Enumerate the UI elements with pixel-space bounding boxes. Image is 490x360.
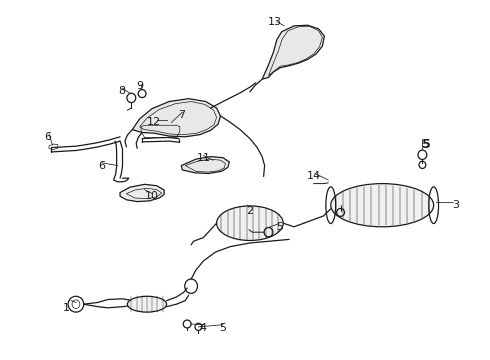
- Text: 6: 6: [45, 132, 51, 142]
- Text: 11: 11: [196, 153, 210, 163]
- Polygon shape: [120, 184, 164, 202]
- Text: 14: 14: [307, 171, 320, 181]
- Ellipse shape: [127, 296, 167, 312]
- Text: 3: 3: [452, 200, 459, 210]
- Text: 2: 2: [246, 206, 253, 216]
- Text: 1: 1: [63, 303, 70, 313]
- Text: 7: 7: [178, 110, 185, 120]
- Text: 12: 12: [147, 117, 161, 127]
- Text: 13: 13: [268, 17, 281, 27]
- Text: 5: 5: [220, 323, 226, 333]
- Text: 4: 4: [200, 323, 207, 333]
- Text: 5: 5: [276, 222, 283, 232]
- Ellipse shape: [217, 206, 283, 240]
- Text: 8: 8: [118, 86, 125, 96]
- Polygon shape: [132, 99, 220, 137]
- Text: 9: 9: [136, 81, 143, 91]
- Polygon shape: [262, 25, 324, 79]
- Polygon shape: [181, 157, 229, 174]
- Ellipse shape: [331, 184, 434, 227]
- Text: 5: 5: [422, 138, 431, 150]
- Text: 10: 10: [145, 191, 159, 201]
- Text: 6: 6: [98, 161, 105, 171]
